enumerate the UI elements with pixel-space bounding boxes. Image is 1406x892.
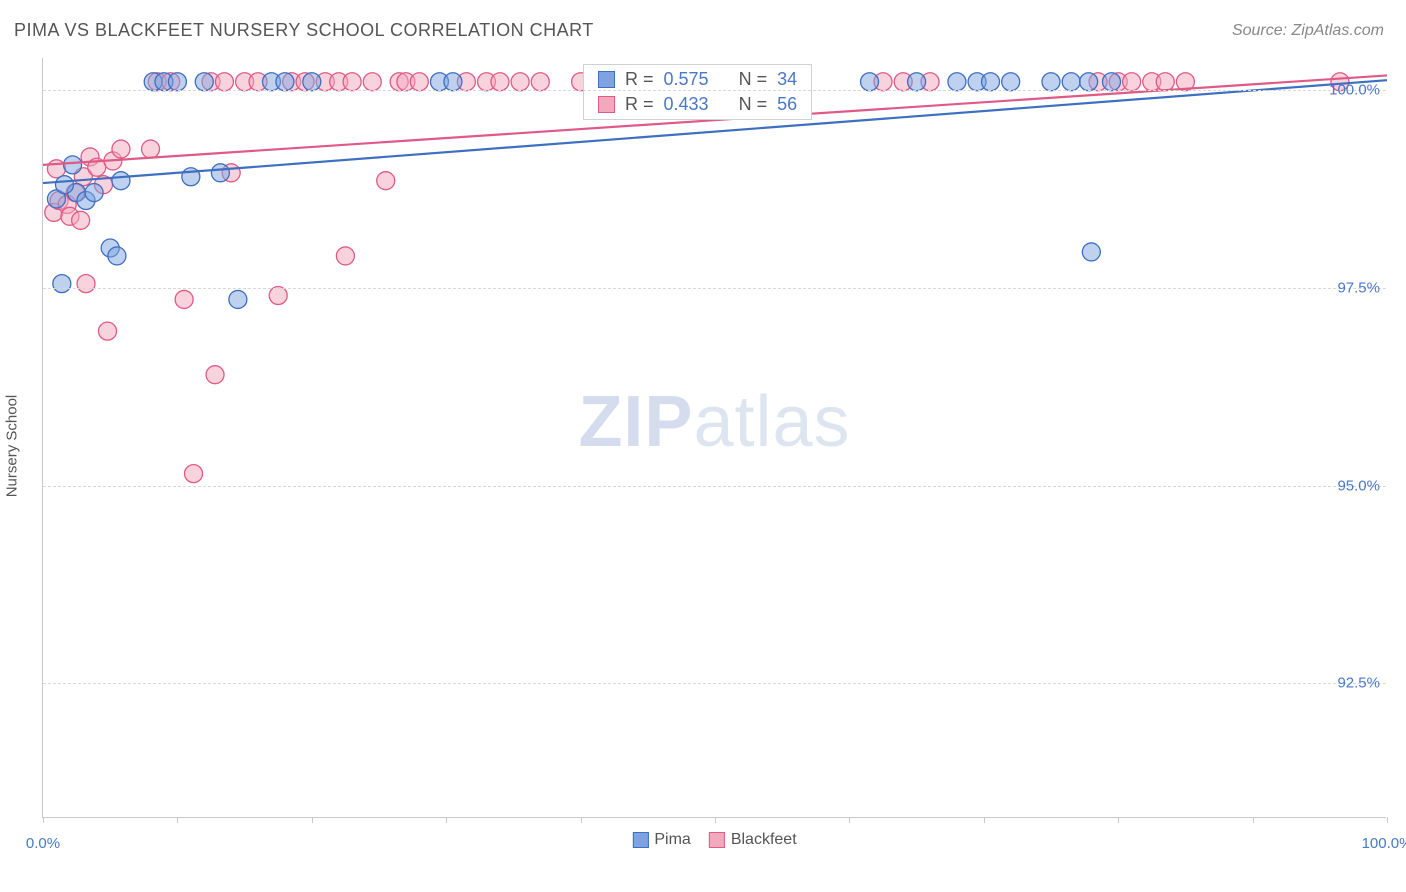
y-tick-label: 100.0% <box>1329 81 1380 98</box>
data-point <box>410 73 428 91</box>
data-point <box>908 73 926 91</box>
x-tick <box>849 817 850 823</box>
r-label: R = <box>625 69 654 90</box>
data-point <box>185 465 203 483</box>
gridline <box>43 683 1386 684</box>
data-point <box>112 172 130 190</box>
data-point <box>303 73 321 91</box>
n-label: N = <box>739 94 768 115</box>
data-point <box>1102 73 1120 91</box>
data-point <box>1123 73 1141 91</box>
blackfeet-swatch-icon <box>598 96 615 113</box>
data-point <box>1042 73 1060 91</box>
x-tick-label: 100.0% <box>1362 835 1406 852</box>
data-point <box>56 176 74 194</box>
y-tick-label: 95.0% <box>1337 477 1380 494</box>
data-point <box>99 322 117 340</box>
x-tick-label: 0.0% <box>26 835 60 852</box>
legend-label-pima: Pima <box>654 831 690 849</box>
data-point <box>168 73 186 91</box>
x-tick <box>43 817 44 823</box>
blackfeet-swatch-icon <box>709 832 725 848</box>
legend-item-blackfeet: Blackfeet <box>709 831 797 849</box>
x-tick <box>581 817 582 823</box>
gridline <box>43 288 1386 289</box>
data-point <box>511 73 529 91</box>
x-tick <box>1253 817 1254 823</box>
plot-area: ZIPatlas R = 0.575 N = 34 R = 0.433 N = … <box>42 58 1386 818</box>
x-tick <box>1387 817 1388 823</box>
x-tick <box>984 817 985 823</box>
legend-label-blackfeet: Blackfeet <box>731 831 797 849</box>
r-label: R = <box>625 94 654 115</box>
data-point <box>1080 73 1098 91</box>
chart-title: PIMA VS BLACKFEET NURSERY SCHOOL CORRELA… <box>14 20 594 41</box>
chart-svg <box>43 58 1386 817</box>
data-point <box>861 73 879 91</box>
blackfeet-n-value: 56 <box>777 94 797 115</box>
x-tick <box>312 817 313 823</box>
data-point <box>269 287 287 305</box>
data-point <box>276 73 294 91</box>
x-tick <box>1118 817 1119 823</box>
gridline <box>43 90 1386 91</box>
data-point <box>531 73 549 91</box>
x-tick <box>446 817 447 823</box>
gridline <box>43 486 1386 487</box>
data-point <box>336 247 354 265</box>
data-point <box>1062 73 1080 91</box>
data-point <box>64 156 82 174</box>
data-point <box>211 164 229 182</box>
data-point <box>363 73 381 91</box>
data-point <box>491 73 509 91</box>
y-tick-label: 92.5% <box>1337 675 1380 692</box>
data-point <box>53 275 71 293</box>
data-point <box>195 73 213 91</box>
data-point <box>85 184 103 202</box>
data-point <box>982 73 1000 91</box>
source-attribution: Source: ZipAtlas.com <box>1232 22 1384 40</box>
correlation-stats-box: R = 0.575 N = 34 R = 0.433 N = 56 <box>583 64 812 120</box>
n-label: N = <box>739 69 768 90</box>
stats-row-pima: R = 0.575 N = 34 <box>584 67 811 92</box>
data-point <box>72 211 90 229</box>
legend-item-pima: Pima <box>632 831 690 849</box>
data-point <box>444 73 462 91</box>
pima-swatch-icon <box>598 71 615 88</box>
x-tick <box>177 817 178 823</box>
data-point <box>142 140 160 158</box>
data-point <box>206 366 224 384</box>
data-point <box>1156 73 1174 91</box>
data-point <box>1082 243 1100 261</box>
x-tick <box>715 817 716 823</box>
data-point <box>948 73 966 91</box>
data-point <box>229 290 247 308</box>
pima-r-value: 0.575 <box>664 69 709 90</box>
data-point <box>112 140 130 158</box>
data-point <box>377 172 395 190</box>
data-point <box>77 275 95 293</box>
y-tick-label: 97.5% <box>1337 279 1380 296</box>
data-point <box>175 290 193 308</box>
legend: Pima Blackfeet <box>632 831 796 849</box>
blackfeet-r-value: 0.433 <box>664 94 709 115</box>
data-point <box>343 73 361 91</box>
data-point <box>215 73 233 91</box>
data-point <box>1002 73 1020 91</box>
pima-n-value: 34 <box>777 69 797 90</box>
stats-row-blackfeet: R = 0.433 N = 56 <box>584 92 811 117</box>
data-point <box>108 247 126 265</box>
y-axis-label: Nursery School <box>4 395 21 498</box>
pima-swatch-icon <box>632 832 648 848</box>
